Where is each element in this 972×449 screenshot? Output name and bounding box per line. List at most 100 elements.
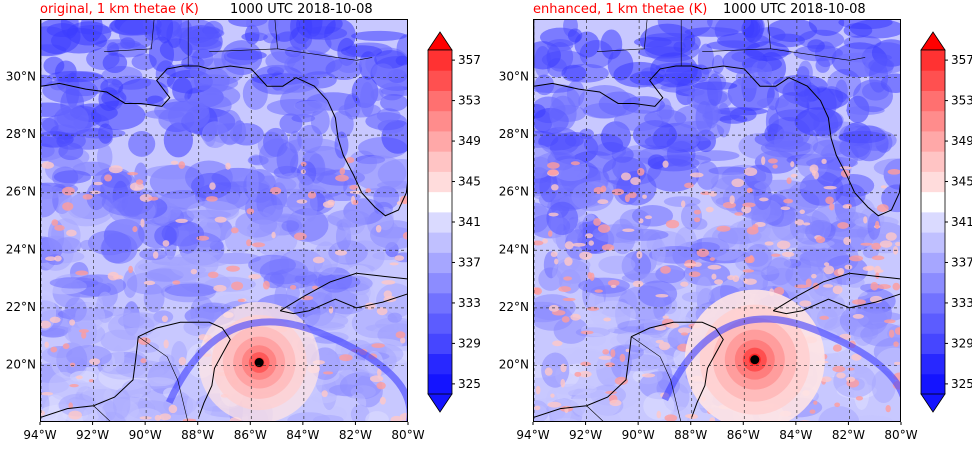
colorbar-tick-label: 329 [458, 336, 481, 350]
colorbar-extend-min [427, 393, 453, 413]
x-tick-label: 84°W [779, 428, 812, 442]
x-tick-label: 84°W [286, 428, 319, 442]
colorbar-segment [428, 313, 452, 334]
colorbar-tick-label: 353 [951, 94, 972, 108]
x-tick-label: 86°W [234, 428, 267, 442]
colorbar-segment [428, 211, 452, 233]
colorbar-tick-label: 329 [951, 336, 972, 350]
colorbar-tick-label: 337 [458, 255, 481, 269]
colorbar-segment [921, 171, 945, 193]
x-tick-label: 88°W [181, 428, 214, 442]
panel-time-label: 1000 UTC 2018-10-08 [723, 2, 866, 17]
panel-original: original, 1 km thetae (K) 1000 UTC 2018-… [6, 2, 481, 442]
colorbar-segment [428, 353, 452, 375]
map-plot [40, 19, 408, 422]
x-tick-label: 88°W [674, 428, 707, 442]
colorbar-segment [921, 90, 945, 112]
colorbar-segment [428, 232, 452, 253]
colorbar-svg: 325 329 333 337 341 345 349 353 357 [920, 31, 972, 413]
colorbar-extend-min [920, 393, 946, 413]
colorbar-segment [921, 151, 945, 172]
colorbar: 325 329 333 337 341 345 349 353 357 [920, 31, 972, 413]
colorbar-segment [921, 110, 945, 132]
colorbar-tick-label: 345 [458, 175, 481, 189]
colorbar-tick-label: 341 [458, 215, 481, 229]
y-tick-label: 20°N [499, 357, 529, 371]
colorbar-tick-label: 333 [951, 296, 972, 310]
x-tick-label: 80°W [884, 428, 917, 442]
colorbar: 325 329 333 337 341 345 349 353 357 [427, 31, 481, 413]
colorbar-segment [921, 353, 945, 375]
x-tick-label: 86°W [727, 428, 760, 442]
y-tick-label: 26°N [499, 185, 529, 199]
colorbar-tick-label: 357 [458, 53, 481, 67]
colorbar-segment [921, 50, 945, 71]
colorbar-segment [428, 90, 452, 112]
map-axes: 94°W 92°W 90°W 88°W 86°W 84°W 82°W 80°W 20°N 22°N… [499, 70, 918, 442]
colorbar-segment [428, 292, 452, 314]
colorbar-tick-label: 349 [458, 134, 481, 148]
x-tick-label: 80°W [391, 428, 424, 442]
colorbar-segment [428, 333, 452, 355]
y-tick-label: 24°N [6, 242, 36, 256]
map-axes: 94°W 92°W 90°W 88°W 86°W 84°W 82°W 80°W 20°N 22°N… [6, 70, 425, 442]
y-tick-label: 28°N [499, 127, 529, 141]
x-tick-label: 92°W [76, 428, 109, 442]
colorbar-segment [921, 373, 945, 395]
colorbar-segment [921, 272, 945, 294]
panel-time-label: 1000 UTC 2018-10-08 [230, 2, 373, 17]
y-tick-label: 22°N [499, 300, 529, 314]
colorbar-segment [921, 191, 945, 213]
colorbar-tick-label: 349 [951, 134, 972, 148]
colorbar-segment [428, 70, 452, 91]
colorbar-segment [921, 70, 945, 91]
colorbar-segment [428, 50, 452, 71]
y-tick-label: 22°N [6, 300, 36, 314]
thetae-field [41, 20, 407, 421]
colorbar-tick-label: 345 [951, 175, 972, 189]
y-tick-label: 20°N [6, 357, 36, 371]
x-tick-label: 82°W [339, 428, 372, 442]
colorbar-segment [428, 252, 452, 274]
y-tick-label: 30°N [499, 70, 529, 84]
colorbar-tick-label: 341 [951, 215, 972, 229]
colorbar-extend-max [427, 31, 453, 51]
colorbar-segment [428, 130, 452, 152]
colorbar-segment [428, 373, 452, 395]
x-tick-label: 94°W [23, 428, 56, 442]
y-tick-label: 26°N [6, 185, 36, 199]
thetae-field [534, 20, 900, 421]
colorbar-segment [921, 313, 945, 334]
x-tick-label: 90°W [129, 428, 162, 442]
colorbar-segment [921, 232, 945, 253]
colorbar-segment [428, 171, 452, 193]
colorbar-tick-label: 353 [458, 94, 481, 108]
y-tick-label: 24°N [499, 242, 529, 256]
colorbar-tick-label: 357 [951, 53, 972, 67]
colorbar-segment [428, 151, 452, 172]
x-tick-label: 94°W [516, 428, 549, 442]
colorbar-segment [921, 211, 945, 233]
panel-enhanced: enhanced, 1 km thetae (K) 1000 UTC 2018-… [493, 0, 972, 449]
colorbar-tick-label: 325 [458, 377, 481, 391]
colorbar-segment [428, 191, 452, 213]
x-tick-label: 92°W [569, 428, 602, 442]
colorbar-segment [921, 292, 945, 314]
map-plot [533, 19, 901, 422]
colorbar-svg: 325 329 333 337 341 345 349 353 357 [427, 31, 481, 413]
colorbar-segment [921, 252, 945, 274]
y-tick-label: 28°N [6, 127, 36, 141]
colorbar-tick-label: 337 [951, 255, 972, 269]
y-tick-label: 30°N [6, 70, 36, 84]
colorbar-tick-label: 333 [458, 296, 481, 310]
colorbar-segment [428, 110, 452, 132]
panel-title-left: enhanced, 1 km thetae (K) [533, 2, 708, 17]
colorbar-segment [428, 272, 452, 294]
panel-title-left: original, 1 km thetae (K) [40, 2, 199, 17]
x-tick-label: 90°W [622, 428, 655, 442]
colorbar-tick-label: 325 [951, 377, 972, 391]
colorbar-extend-max [920, 31, 946, 51]
colorbar-segment [921, 130, 945, 152]
x-tick-label: 82°W [832, 428, 865, 442]
colorbar-segment [921, 333, 945, 355]
